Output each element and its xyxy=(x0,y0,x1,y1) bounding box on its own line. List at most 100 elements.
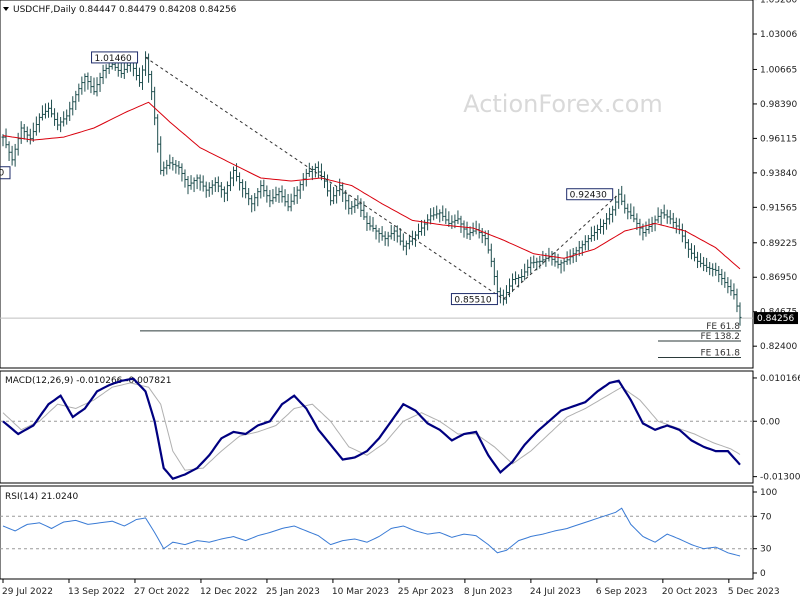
price-bar xyxy=(462,220,466,238)
x-tick-label: 27 Oct 2022 xyxy=(134,587,190,597)
price-bar xyxy=(380,226,384,241)
price-bar xyxy=(174,159,178,174)
price-bar xyxy=(122,62,126,79)
price-bar xyxy=(523,263,527,281)
watermark: ActionForex.com xyxy=(463,90,663,118)
price-axis: 1.05280 1.03006 1.00665 0.98390 0.96115 0.938… xyxy=(753,0,798,352)
x-tick-label: 6 Sep 2023 xyxy=(596,587,647,597)
price-bar xyxy=(617,188,621,209)
price-bar xyxy=(271,189,275,205)
rsi-y-tick-label: 70 xyxy=(760,512,772,522)
price-y-tick-label: 0.89225 xyxy=(760,239,797,249)
price-bar xyxy=(674,217,678,234)
price-bar xyxy=(583,235,587,251)
price-bar xyxy=(162,161,166,177)
price-bar xyxy=(219,182,223,198)
price-bar xyxy=(268,189,272,208)
price-bar xyxy=(262,179,266,197)
price-bar xyxy=(562,257,566,272)
price-bar xyxy=(693,245,697,262)
macd-layer: 0.010166 0.00 -0.013006 xyxy=(0,374,800,483)
price-bar xyxy=(280,185,284,203)
price-bar xyxy=(362,201,366,220)
price-callout-label: 0.85510 xyxy=(454,296,491,306)
price-bar xyxy=(623,194,627,214)
price-bar xyxy=(116,61,120,77)
price-bar xyxy=(383,231,387,246)
price-bar xyxy=(307,162,311,177)
price-bar xyxy=(565,251,569,265)
price-bar xyxy=(150,70,154,101)
price-bar xyxy=(705,257,709,273)
macd-signal-line xyxy=(2,382,741,471)
price-bar xyxy=(322,171,326,189)
price-bar xyxy=(19,121,23,144)
price-bar xyxy=(256,188,260,207)
price-bar xyxy=(671,212,675,229)
price-bar xyxy=(359,198,363,217)
price-header: USDCHF,Daily 0.84447 0.84479 0.84208 0.8… xyxy=(13,5,237,15)
price-bar xyxy=(180,163,184,182)
x-tick-label: 29 Jul 2022 xyxy=(2,587,53,597)
price-bar xyxy=(389,224,393,240)
price-bar xyxy=(738,302,742,326)
price-bar xyxy=(119,62,123,78)
price-bar xyxy=(611,205,615,223)
price-bar xyxy=(377,228,381,243)
price-bar xyxy=(80,76,84,95)
price-bar xyxy=(43,103,47,119)
rsi-panel-frame xyxy=(0,485,754,580)
x-tick-label: 13 Sep 2022 xyxy=(68,587,125,597)
price-bar xyxy=(559,259,563,274)
price-bar xyxy=(468,226,472,240)
price-bar xyxy=(644,221,648,237)
price-bar xyxy=(608,207,612,225)
price-bar xyxy=(295,186,299,204)
price-bar xyxy=(56,112,60,131)
price-bar xyxy=(395,225,399,243)
price-callout-label: 1.01460 xyxy=(95,54,132,64)
price-bar xyxy=(614,195,618,216)
moving-average-line xyxy=(2,101,741,270)
price-bar xyxy=(201,175,205,192)
price-bar xyxy=(495,270,499,298)
price-bar xyxy=(253,193,257,212)
price-bar xyxy=(101,64,105,85)
macd-panel-frame xyxy=(0,370,754,484)
price-bar xyxy=(147,53,151,83)
price-bar xyxy=(450,215,454,229)
price-bar xyxy=(98,72,102,92)
price-bar xyxy=(95,77,99,97)
price-bar xyxy=(344,189,348,210)
price-bar xyxy=(192,177,196,193)
price-bar xyxy=(392,226,396,242)
price-bar xyxy=(401,233,405,251)
price-bar xyxy=(410,230,414,246)
price-bar xyxy=(153,86,157,126)
price-bar xyxy=(492,257,496,286)
x-tick-label: 25 Jan 2023 xyxy=(266,587,320,597)
price-bar xyxy=(474,220,478,235)
price-bar xyxy=(65,109,69,125)
price-bar xyxy=(438,209,442,223)
price-bar xyxy=(186,176,190,195)
menu-triangle-icon[interactable] xyxy=(3,7,9,11)
price-bar xyxy=(689,243,693,260)
price-bar xyxy=(22,123,26,140)
price-bar xyxy=(316,161,320,179)
x-tick-label: 8 Jun 2023 xyxy=(464,587,512,597)
price-bar xyxy=(420,219,424,236)
price-bar xyxy=(165,159,169,175)
price-y-tick-label: 0.86950 xyxy=(760,273,797,283)
price-bar xyxy=(708,261,712,276)
price-bar xyxy=(595,224,599,240)
price-bar xyxy=(398,228,402,246)
price-bar xyxy=(77,83,81,102)
fe-label: FE 138.2 xyxy=(701,332,741,342)
price-callout-box xyxy=(566,188,614,201)
price-bar xyxy=(189,175,193,190)
price-bar xyxy=(301,173,305,191)
rsi-y-tick-label: 100 xyxy=(760,488,777,498)
price-bar xyxy=(350,201,354,215)
